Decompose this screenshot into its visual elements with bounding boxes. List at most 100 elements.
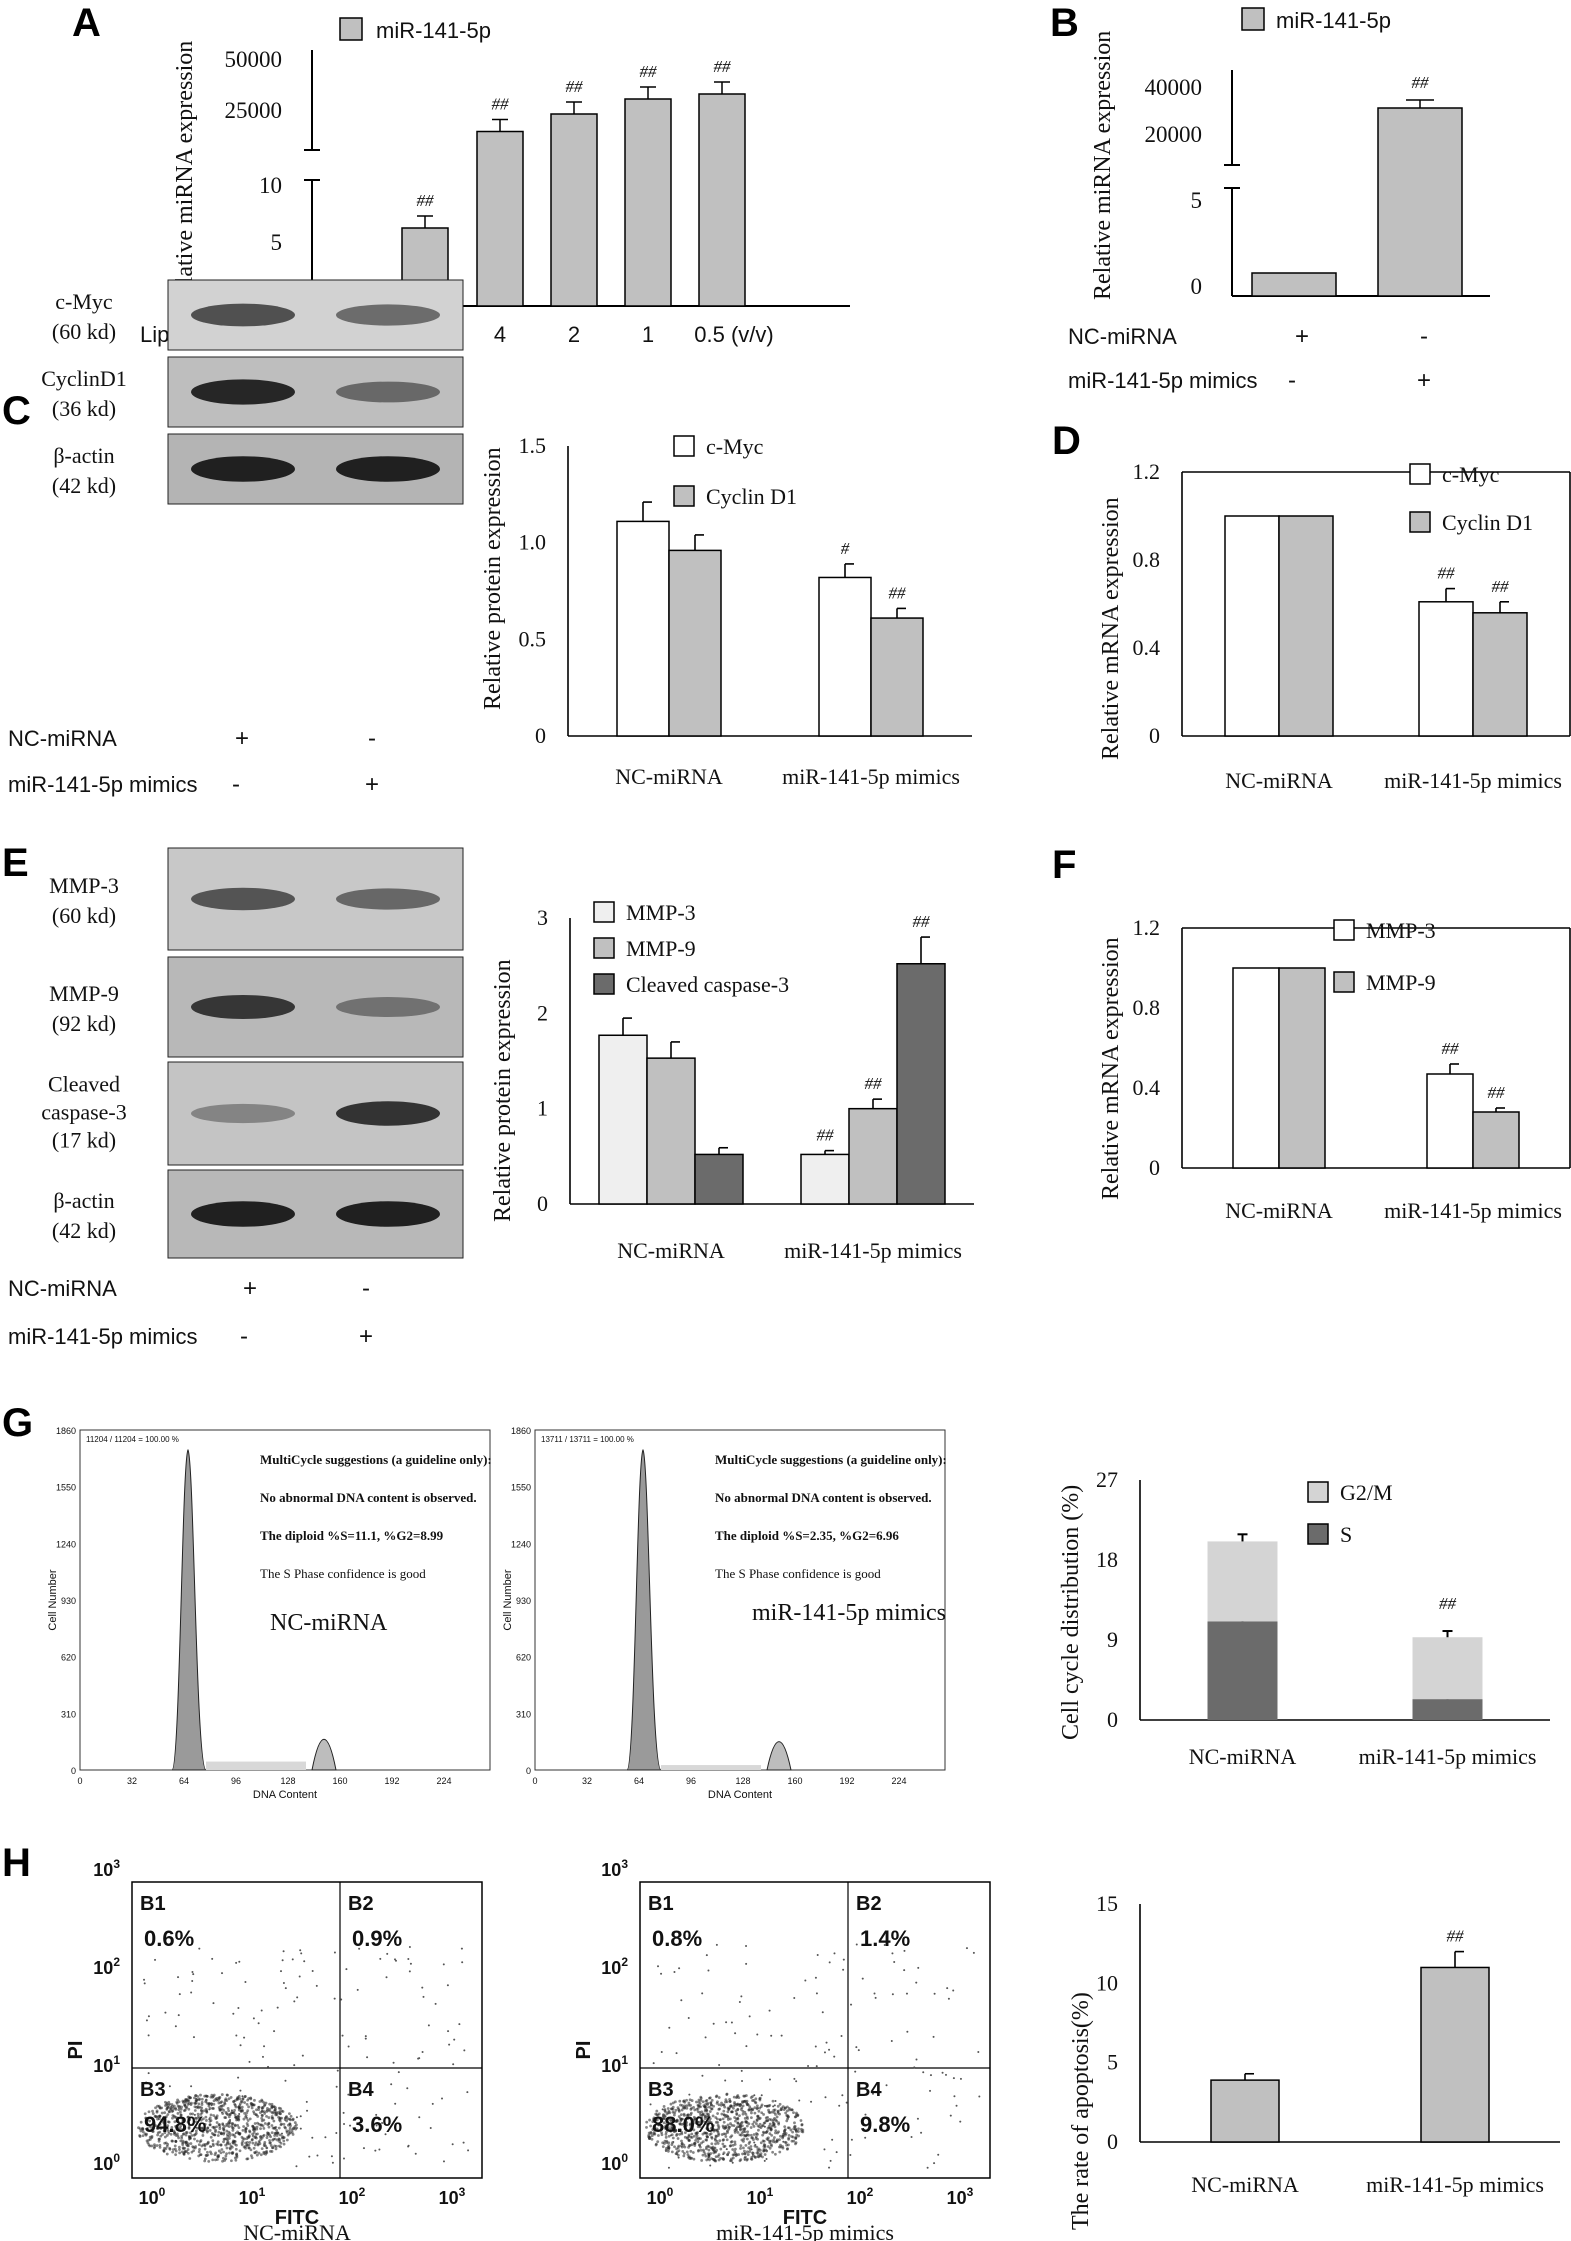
dotplot-event bbox=[146, 2126, 149, 2130]
dotplot-event bbox=[754, 2143, 757, 2146]
dotplot-event bbox=[245, 2111, 249, 2115]
dotplot-event bbox=[708, 2158, 711, 2162]
dotplot-event bbox=[733, 2130, 737, 2134]
dotplot-event bbox=[680, 2108, 684, 2112]
dotplot-event bbox=[734, 2119, 737, 2123]
dotplot-event bbox=[756, 2150, 760, 2154]
dotplot-event bbox=[692, 2157, 696, 2161]
dotplot-event bbox=[167, 2103, 170, 2107]
dotplot-event bbox=[774, 2100, 777, 2103]
dotplot-event bbox=[667, 2141, 671, 2145]
dotplot-event bbox=[665, 2149, 668, 2152]
dotplot-event bbox=[452, 2063, 455, 2066]
dotplot-event bbox=[364, 2037, 367, 2040]
dotplot-event bbox=[737, 2153, 741, 2156]
dotplot-event bbox=[699, 2148, 703, 2152]
dotplot-event bbox=[701, 2119, 705, 2123]
dotplot-event bbox=[774, 2118, 778, 2122]
dotplot-event bbox=[225, 2099, 229, 2103]
dotplot-event bbox=[227, 2136, 231, 2140]
dotplot-event bbox=[257, 2151, 261, 2155]
dotplot-event bbox=[785, 2105, 789, 2109]
dotplot-event bbox=[194, 2116, 197, 2120]
dotplot-event bbox=[716, 2112, 719, 2115]
dotplot-event bbox=[652, 2132, 656, 2136]
dotplot-event bbox=[241, 2095, 244, 2098]
dotplot-event bbox=[157, 2117, 161, 2121]
panel-a-xtick: 0.5 (v/v) bbox=[694, 322, 773, 347]
dotplot-event bbox=[787, 2115, 790, 2119]
dotplot-event bbox=[295, 2116, 298, 2119]
dotplot-event bbox=[155, 2109, 159, 2113]
dotplot-event bbox=[159, 2134, 163, 2138]
dotplot-event bbox=[224, 2116, 228, 2120]
dotplot-event bbox=[280, 2132, 283, 2135]
dotplot-event bbox=[240, 2143, 244, 2147]
blot-band bbox=[336, 888, 440, 910]
dotplot-event bbox=[841, 2094, 844, 2097]
panel-h-xtick: miR-141-5p mimics bbox=[1366, 2172, 1544, 2197]
blot-band bbox=[336, 304, 440, 326]
dotplot-quadrant-name: B3 bbox=[648, 2079, 674, 2101]
dotplot-event bbox=[778, 2102, 782, 2106]
dotplot-event bbox=[890, 2039, 893, 2042]
dotplot-event bbox=[795, 2080, 798, 2083]
dotplot-event bbox=[248, 2060, 251, 2063]
dotplot-ytick: 100 bbox=[601, 2151, 628, 2174]
dotplot-event bbox=[700, 2114, 703, 2117]
panel-e-significance: ## bbox=[913, 912, 931, 931]
dotplot-event bbox=[288, 2112, 291, 2116]
dotplot-event bbox=[211, 1957, 214, 1960]
dotplot-event bbox=[148, 2137, 152, 2141]
dotplot-event bbox=[453, 2038, 456, 2041]
dotplot-event bbox=[716, 2130, 720, 2134]
panel-d-ytick: 0.4 bbox=[1133, 635, 1161, 660]
dotplot-event bbox=[726, 2110, 730, 2114]
dotplot-event bbox=[233, 2099, 237, 2102]
panel-label-f: F bbox=[1052, 843, 1076, 887]
panel-c-ytick: 1.0 bbox=[519, 530, 547, 555]
dotplot-event bbox=[230, 2124, 234, 2128]
dotplot-event bbox=[876, 2091, 879, 2094]
panel-label-h: H bbox=[2, 1841, 31, 1885]
dotplot-event bbox=[662, 2117, 666, 2120]
dotplot-event bbox=[145, 2139, 149, 2143]
panel-e-ytick: 1 bbox=[537, 1096, 548, 1121]
dotplot-event bbox=[392, 2061, 395, 2064]
dotplot-event bbox=[431, 2102, 434, 2105]
dotplot-event bbox=[267, 2065, 270, 2068]
dotplot-quadrant-percent: 3.6% bbox=[352, 2112, 402, 2137]
dotplot-event bbox=[660, 1972, 663, 1975]
dotplot-event bbox=[191, 1970, 194, 1973]
panel-e-xtick: miR-141-5p mimics bbox=[784, 1238, 962, 1263]
dotplot-event bbox=[745, 2150, 749, 2154]
dotplot-event bbox=[233, 2113, 237, 2117]
dotplot-event bbox=[244, 2113, 248, 2117]
dotplot-event bbox=[232, 2111, 236, 2115]
dotplot-event bbox=[151, 2130, 155, 2133]
dotplot-event bbox=[715, 2148, 719, 2152]
dotplot-quadrant-name: B4 bbox=[856, 2079, 882, 2101]
dotplot-event bbox=[190, 2134, 194, 2137]
dotplot-event bbox=[772, 2136, 776, 2139]
panel-c-bar bbox=[616, 520, 670, 737]
dotplot-event bbox=[137, 2126, 140, 2130]
dotplot-event bbox=[724, 2132, 727, 2136]
dotplot-event bbox=[756, 2033, 759, 2036]
dotplot-event bbox=[188, 2118, 192, 2121]
dotplot-event bbox=[714, 2159, 718, 2163]
dotplot-event bbox=[785, 2119, 789, 2123]
dotplot-event bbox=[952, 1989, 955, 1992]
panel-c-chart: Relative protein expression 0 0.5 1.0 1.5 NC… bbox=[480, 433, 972, 789]
panel-e-xtick: NC-miRNA bbox=[617, 1238, 725, 1263]
dotplot-event bbox=[790, 2108, 794, 2112]
dotplot-event bbox=[733, 2140, 737, 2144]
dotplot-event bbox=[231, 2126, 235, 2130]
blot-band bbox=[191, 1201, 295, 1227]
blot-band bbox=[336, 997, 440, 1017]
panel-g-ytick: 9 bbox=[1107, 1627, 1118, 1652]
dotplot-event bbox=[722, 2153, 725, 2156]
dotplot-event bbox=[238, 2112, 241, 2115]
dotplot-event bbox=[728, 2100, 732, 2103]
dotplot-event bbox=[209, 2113, 213, 2117]
